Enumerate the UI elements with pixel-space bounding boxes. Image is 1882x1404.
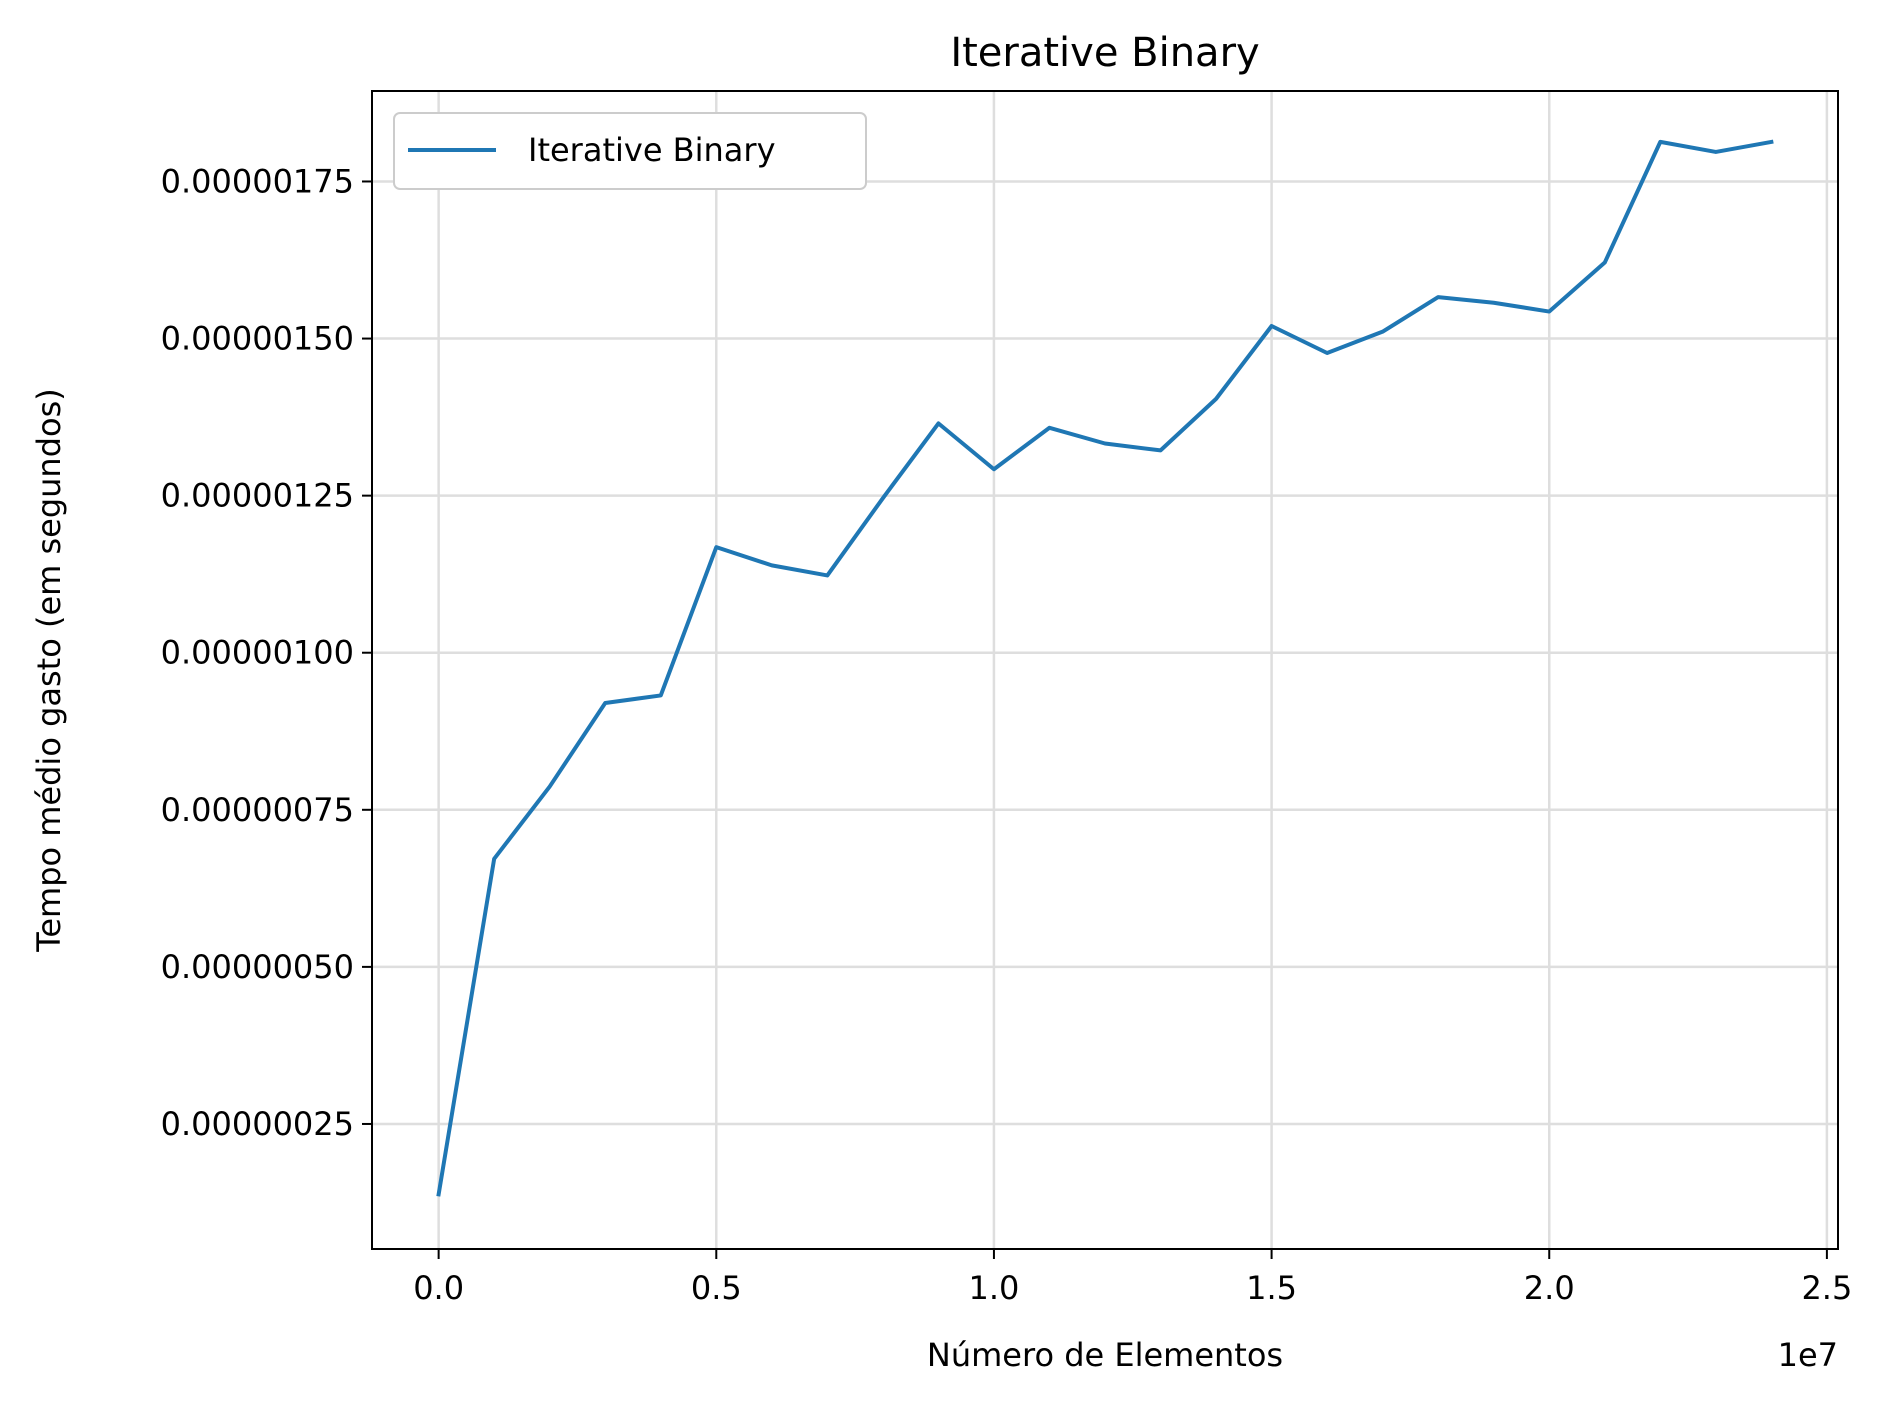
y-tick-label: 0.00000100 bbox=[161, 634, 354, 672]
x-tick-label: 2.0 bbox=[1524, 1269, 1575, 1307]
x-tick-label: 1.0 bbox=[968, 1269, 1019, 1307]
y-axis-label: Tempo médio gasto (em segundos) bbox=[30, 388, 68, 953]
y-tick-label: 0.00000075 bbox=[161, 791, 354, 829]
y-tick-label: 0.00000025 bbox=[161, 1105, 354, 1143]
y-tick-label: 0.00000150 bbox=[161, 320, 354, 358]
y-tick-label: 0.00000175 bbox=[161, 162, 354, 200]
x-tick-label: 2.5 bbox=[1801, 1269, 1852, 1307]
x-axis-label: Número de Elementos bbox=[927, 1336, 1283, 1374]
plot-frame bbox=[371, 90, 1839, 1250]
x-axis-offset-label: 1e7 bbox=[1778, 1336, 1838, 1374]
tick-layer: 0.0 0.5 1.0 1.5 2.0 2.5 0.00000025 0.00000050 0.… bbox=[161, 162, 1853, 1307]
legend: Iterative Binary bbox=[393, 112, 867, 190]
legend-label: Iterative Binary bbox=[528, 131, 776, 169]
y-tick-label: 0.00000050 bbox=[161, 948, 354, 986]
x-tick-label: 0.0 bbox=[413, 1269, 464, 1307]
x-tick-label: 0.5 bbox=[691, 1269, 742, 1307]
series-line-1 bbox=[436, 139, 1774, 1197]
series-layer bbox=[436, 139, 1774, 1197]
grid-layer bbox=[372, 91, 1838, 1249]
x-tick-label: 1.5 bbox=[1246, 1269, 1297, 1307]
chart-title: Iterative Binary bbox=[950, 30, 1259, 76]
plot-area-background bbox=[372, 91, 1838, 1249]
y-tick-label: 0.00000125 bbox=[161, 477, 354, 515]
legend-box bbox=[393, 112, 867, 190]
